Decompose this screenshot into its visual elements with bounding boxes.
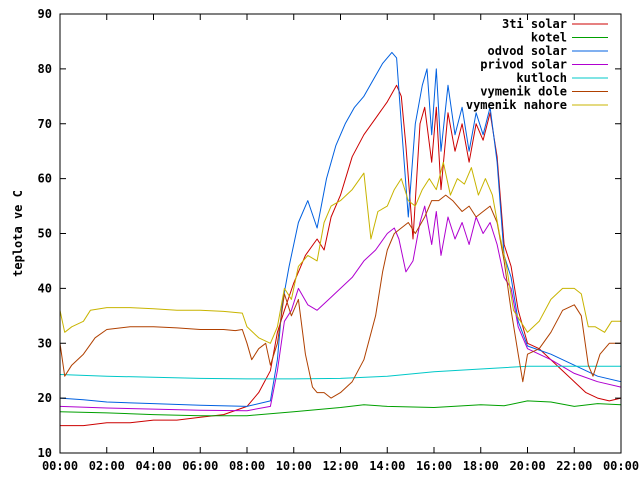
x-tick-label: 22:00: [556, 459, 592, 473]
y-tick-label: 20: [38, 391, 52, 405]
x-tick-label: 16:00: [416, 459, 452, 473]
legend-label: vymenik nahore: [466, 98, 567, 112]
legend-label: kotel: [531, 31, 567, 45]
legend-label: kutloch: [516, 71, 567, 85]
x-tick-label: 18:00: [463, 459, 499, 473]
series-line-5: [59, 365, 621, 380]
legend-label: vymenik dole: [480, 85, 567, 99]
series-line-4: [59, 205, 622, 412]
x-tick-label: 20:00: [509, 459, 545, 473]
x-axis: 00:00 02:00 04:00 06:00 08:00 10:00 12:00 14:00…: [42, 14, 639, 473]
x-tick-label: 14:00: [369, 459, 405, 473]
y-tick-label: 70: [38, 117, 52, 131]
series-line-3: [59, 51, 622, 407]
y-tick-label: 10: [38, 446, 52, 460]
y-axis: 10 20 30 40 50 60 70 80 90: [38, 7, 621, 460]
y-tick-label: 60: [38, 172, 52, 186]
x-tick-label: 02:00: [89, 459, 125, 473]
x-tick-label: 06:00: [182, 459, 218, 473]
x-tick-label: 08:00: [229, 459, 265, 473]
x-tick-label: 00:00: [42, 459, 78, 473]
y-tick-label: 50: [38, 227, 52, 241]
series-line-2: [59, 400, 622, 417]
legend-label: odvod solar: [488, 44, 567, 58]
legend-label: 3ti solar: [502, 17, 567, 31]
series-line-6: [59, 194, 621, 399]
x-tick-label: 12:00: [322, 459, 358, 473]
y-tick-label: 40: [38, 281, 52, 295]
y-tick-label: 90: [38, 7, 52, 21]
x-tick-label: 04:00: [135, 459, 171, 473]
series-line-1: [60, 84, 622, 427]
series-line-7: [59, 161, 621, 344]
series-layer: [59, 51, 622, 427]
y-axis-label: teplota ve C: [11, 190, 25, 277]
legend-label: privod solar: [480, 58, 567, 72]
y-tick-label: 80: [38, 62, 52, 76]
x-tick-label: 10:00: [276, 459, 312, 473]
y-tick-label: 30: [38, 336, 52, 350]
x-tick-label: 00:00: [603, 459, 639, 473]
